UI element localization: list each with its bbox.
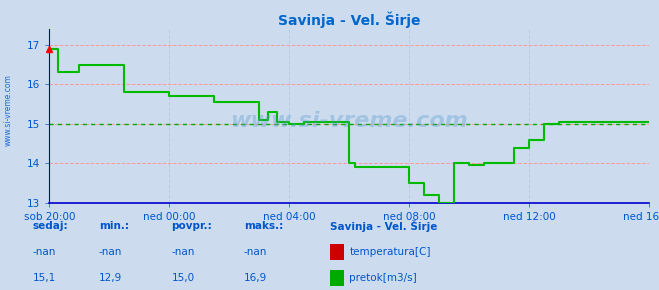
Text: 15,0: 15,0 xyxy=(171,273,194,283)
Text: pretok[m3/s]: pretok[m3/s] xyxy=(349,273,417,283)
Text: 12,9: 12,9 xyxy=(99,273,122,283)
Text: sedaj:: sedaj: xyxy=(33,221,69,231)
Text: temperatura[C]: temperatura[C] xyxy=(349,247,431,257)
Text: 16,9: 16,9 xyxy=(244,273,267,283)
Text: -nan: -nan xyxy=(99,247,122,257)
Text: www.si-vreme.com: www.si-vreme.com xyxy=(3,74,13,146)
Text: -nan: -nan xyxy=(33,247,56,257)
Text: maks.:: maks.: xyxy=(244,221,283,231)
Text: -nan: -nan xyxy=(171,247,194,257)
Text: min.:: min.: xyxy=(99,221,129,231)
Text: Savinja - Vel. Širje: Savinja - Vel. Širje xyxy=(330,220,437,232)
Title: Savinja - Vel. Širje: Savinja - Vel. Širje xyxy=(278,11,420,28)
Text: -nan: -nan xyxy=(244,247,267,257)
Text: 15,1: 15,1 xyxy=(33,273,56,283)
Text: povpr.:: povpr.: xyxy=(171,221,212,231)
Text: www.si-vreme.com: www.si-vreme.com xyxy=(231,111,468,131)
